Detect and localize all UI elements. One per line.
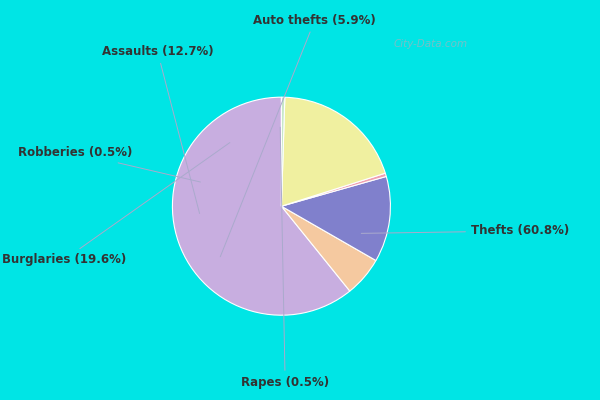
Text: Thefts (60.8%): Thefts (60.8%) bbox=[361, 224, 569, 238]
Text: Auto thefts (5.9%): Auto thefts (5.9%) bbox=[220, 14, 376, 257]
Text: Assaults (12.7%): Assaults (12.7%) bbox=[101, 45, 213, 214]
Wedge shape bbox=[281, 97, 285, 206]
Text: Burglaries (19.6%): Burglaries (19.6%) bbox=[2, 142, 230, 266]
Wedge shape bbox=[281, 173, 386, 206]
Text: Robberies (0.5%): Robberies (0.5%) bbox=[19, 146, 200, 182]
Wedge shape bbox=[281, 176, 391, 260]
Wedge shape bbox=[281, 206, 376, 291]
Text: City-Data.com: City-Data.com bbox=[393, 39, 467, 49]
Wedge shape bbox=[172, 97, 350, 315]
Text: Rapes (0.5%): Rapes (0.5%) bbox=[241, 127, 329, 389]
Wedge shape bbox=[281, 97, 385, 206]
